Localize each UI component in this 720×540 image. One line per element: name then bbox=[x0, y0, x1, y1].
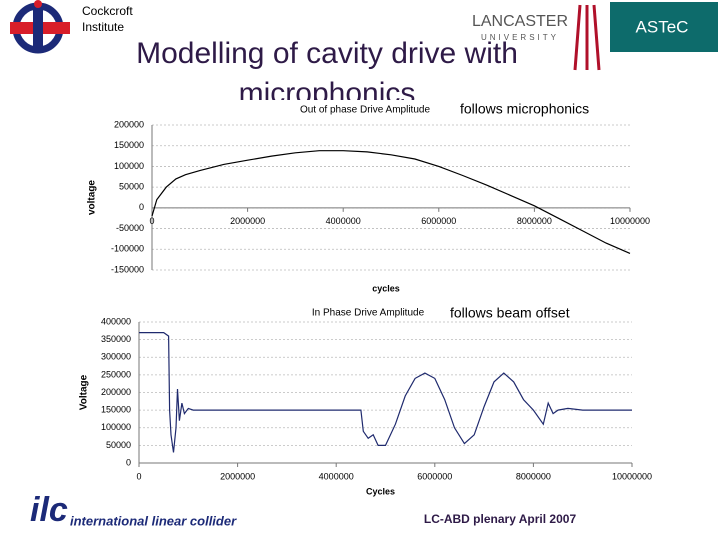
x-tick-label: 4000000 bbox=[319, 471, 354, 481]
y-tick-label: -100000 bbox=[111, 244, 144, 254]
y-axis-label: voltage bbox=[87, 180, 98, 215]
y-tick-label: 50000 bbox=[119, 182, 144, 192]
ilc-logo: ilc bbox=[30, 491, 68, 529]
y-tick-label: 0 bbox=[139, 202, 144, 212]
y-tick-label: 200000 bbox=[114, 119, 144, 129]
x-axis-label: cycles bbox=[372, 283, 400, 293]
y-axis-label: Voltage bbox=[79, 374, 90, 410]
y-tick-label: 200000 bbox=[101, 387, 131, 397]
y-tick-label: 400000 bbox=[101, 316, 131, 326]
annotation: follows microphonics bbox=[460, 101, 589, 117]
institute-line: Cockcroft bbox=[82, 4, 133, 18]
chart-title: Out of phase Drive Amplitude bbox=[300, 105, 431, 116]
y-tick-label: 350000 bbox=[101, 334, 131, 344]
institute-line: Institute bbox=[82, 20, 124, 34]
x-tick-label: 8000000 bbox=[517, 216, 552, 226]
lancaster-logo: UNIVERSITY bbox=[481, 33, 559, 42]
x-tick-label: 10000000 bbox=[610, 216, 650, 226]
lancaster-logo: LANCASTER bbox=[472, 13, 568, 30]
x-axis-label: Cycles bbox=[366, 486, 395, 496]
annotation: follows beam offset bbox=[450, 305, 570, 321]
x-tick-label: 10000000 bbox=[612, 471, 652, 481]
y-tick-label: 100000 bbox=[114, 161, 144, 171]
x-tick-label: 8000000 bbox=[516, 471, 551, 481]
lancaster-emblem bbox=[573, 4, 601, 71]
x-tick-label: 6000000 bbox=[417, 471, 452, 481]
chart-area bbox=[75, 100, 630, 295]
y-tick-label: 50000 bbox=[106, 440, 131, 450]
ilc-logo: international linear collider bbox=[70, 513, 237, 528]
y-tick-label: 250000 bbox=[101, 369, 131, 379]
footer: LC-ABD plenary April 2007 bbox=[424, 512, 577, 526]
x-tick-label: 0 bbox=[136, 471, 141, 481]
y-tick-label: 0 bbox=[126, 457, 131, 467]
y-tick-label: -150000 bbox=[111, 264, 144, 274]
data-line bbox=[151, 150, 631, 254]
y-tick-label: 150000 bbox=[114, 140, 144, 150]
astec-logo: ASTeC bbox=[636, 17, 689, 36]
x-tick-label: 2000000 bbox=[230, 216, 265, 226]
x-tick-label: 2000000 bbox=[220, 471, 255, 481]
data-line bbox=[139, 332, 632, 453]
y-tick-label: -50000 bbox=[116, 223, 144, 233]
cockcroft-logo bbox=[10, 0, 70, 54]
y-tick-label: 300000 bbox=[101, 352, 131, 362]
chart-title: In Phase Drive Amplitude bbox=[312, 308, 425, 319]
slide-title: Modelling of cavity drive with bbox=[136, 37, 518, 70]
x-tick-label: 6000000 bbox=[421, 216, 456, 226]
astec-logo bbox=[610, 2, 718, 52]
x-tick-label: 0 bbox=[149, 216, 154, 226]
y-tick-label: 100000 bbox=[101, 422, 131, 432]
y-tick-label: 150000 bbox=[101, 405, 131, 415]
x-tick-label: 4000000 bbox=[326, 216, 361, 226]
